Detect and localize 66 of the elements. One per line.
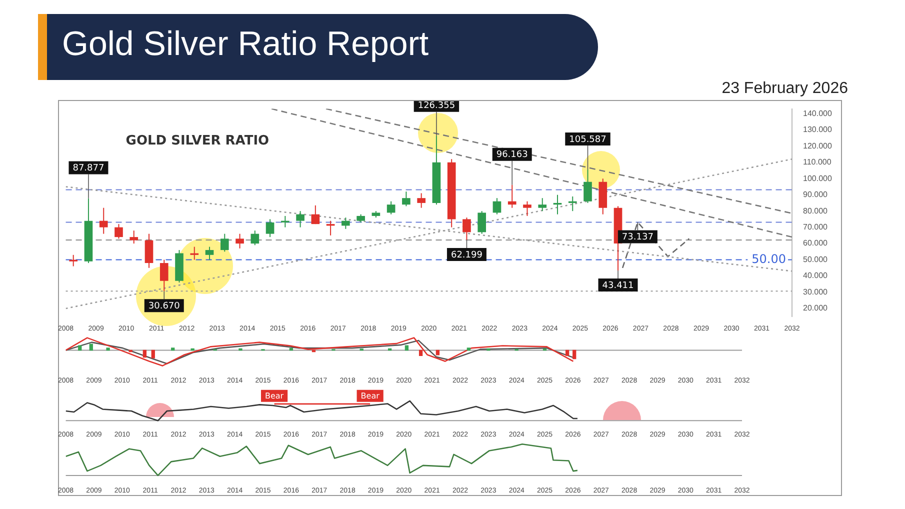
annotation: 43.411 <box>602 280 634 291</box>
bar <box>289 348 294 351</box>
bar <box>142 350 147 358</box>
candlestick <box>402 191 410 207</box>
y-tick-label: 110.000 <box>803 158 832 167</box>
candlestick <box>523 200 532 216</box>
candlestick <box>492 198 502 215</box>
candlestick <box>236 233 244 249</box>
annotation: Bear <box>264 391 284 400</box>
bar <box>171 348 175 351</box>
candlestick <box>99 207 108 234</box>
annotation: Bear <box>360 391 380 400</box>
candlestick <box>144 233 154 268</box>
y-tick-label: 70.000 <box>803 222 828 232</box>
bar <box>404 345 409 351</box>
ref-line-label: 50.00 <box>752 252 786 266</box>
bar <box>78 345 82 351</box>
candlestick <box>205 246 214 260</box>
annotation: 30.670 <box>148 302 180 312</box>
candlestick <box>114 224 123 240</box>
y-tick-label: 60.000 <box>803 238 828 248</box>
candlestick <box>311 204 320 225</box>
candlestick <box>538 198 547 212</box>
y-tick-label: 20.000 <box>803 304 828 313</box>
y-tick-label: 40.000 <box>803 271 828 280</box>
candlestick <box>250 230 260 246</box>
y-tick-label: 100.000 <box>803 174 832 183</box>
y-tick-label: 30.000 <box>803 287 828 296</box>
candlestick <box>130 230 138 244</box>
candlestick <box>386 200 396 215</box>
annotation: 105.587 <box>569 134 606 145</box>
y-tick-label: 80.000 <box>803 206 828 216</box>
bar <box>436 350 440 356</box>
candlestick <box>568 196 577 212</box>
annotation: GOLD SILVER RATIO <box>126 134 270 149</box>
y-tick-label: 130.000 <box>803 125 832 134</box>
candlestick <box>220 233 229 252</box>
candlestick <box>478 210 486 234</box>
bar <box>486 348 490 351</box>
candlestick <box>417 192 426 208</box>
bar <box>565 350 570 356</box>
chart-title: Gold Silver Ratio Report <box>62 24 429 65</box>
bar <box>106 348 110 351</box>
candlestick <box>266 218 274 238</box>
annotation: 126.355 <box>418 101 456 112</box>
y-tick-label: 120.000 <box>803 141 832 150</box>
bar <box>190 348 194 351</box>
candlestick <box>69 254 78 267</box>
y-tick-label: 90.000 <box>803 190 828 200</box>
bar <box>466 348 471 351</box>
candlestick <box>281 215 290 228</box>
bar <box>238 348 242 351</box>
line-series <box>622 222 690 269</box>
candlestick <box>342 217 350 230</box>
annotation: 96.163 <box>496 150 528 160</box>
annotation: 87.877 <box>72 164 104 174</box>
annotation: 62.199 <box>450 250 483 260</box>
candlestick <box>296 210 304 228</box>
bar <box>418 350 423 356</box>
bar <box>151 350 155 358</box>
candlestick <box>190 246 199 260</box>
chart-subtitle: 23 February 2026 <box>722 80 848 98</box>
annotation: 73.137 <box>622 232 654 243</box>
y-tick-label: 50.000 <box>803 254 828 264</box>
y-tick-label: 140.000 <box>803 108 832 118</box>
bar <box>89 344 93 351</box>
